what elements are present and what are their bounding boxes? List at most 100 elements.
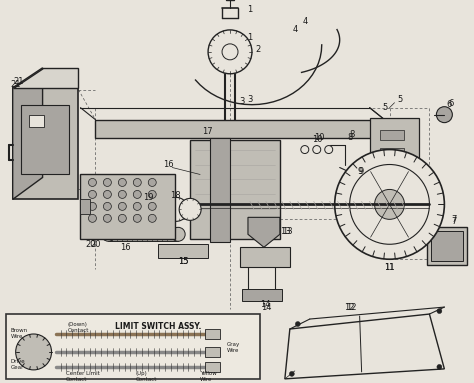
Circle shape [118, 214, 127, 222]
Circle shape [133, 202, 141, 210]
Text: 11: 11 [384, 263, 395, 272]
Circle shape [134, 195, 162, 223]
Circle shape [118, 190, 127, 198]
Circle shape [301, 146, 309, 154]
Text: Wire: Wire [227, 348, 239, 353]
Text: 3: 3 [247, 95, 253, 104]
Circle shape [133, 214, 141, 222]
Text: 15: 15 [178, 257, 188, 266]
Text: 4: 4 [302, 18, 308, 26]
Text: 14: 14 [260, 300, 270, 309]
Text: 9: 9 [359, 167, 364, 176]
Text: 2: 2 [255, 45, 261, 54]
Bar [6, 314, 260, 379]
Text: Brown: Brown [11, 328, 28, 333]
Text: 5: 5 [397, 95, 402, 104]
Circle shape [103, 214, 111, 222]
Bar [380, 165, 404, 175]
Circle shape [148, 202, 156, 210]
Text: 10: 10 [312, 135, 323, 144]
Text: 10: 10 [315, 133, 325, 142]
Text: Contact: Contact [65, 377, 87, 382]
Bar [380, 201, 404, 211]
Text: 18: 18 [170, 191, 181, 200]
Text: 13: 13 [283, 227, 293, 236]
Text: (Down): (Down) [67, 322, 87, 327]
Circle shape [101, 228, 115, 241]
Circle shape [222, 44, 238, 60]
Bar [95, 119, 384, 137]
Circle shape [335, 149, 445, 259]
Text: 1: 1 [247, 33, 253, 43]
Bar [380, 147, 404, 157]
Bar [380, 183, 404, 193]
Text: 21: 21 [10, 80, 21, 89]
Circle shape [148, 214, 156, 222]
Text: 12: 12 [345, 303, 355, 312]
Circle shape [118, 178, 127, 187]
Text: 15: 15 [178, 257, 188, 266]
Text: 7: 7 [452, 215, 457, 224]
Polygon shape [248, 217, 280, 247]
Text: 16: 16 [120, 243, 131, 252]
Circle shape [103, 178, 111, 187]
Text: 8: 8 [347, 133, 352, 142]
Circle shape [437, 364, 442, 369]
Text: 12: 12 [346, 303, 357, 312]
Text: 20: 20 [90, 240, 100, 249]
Bar [81, 175, 175, 239]
Text: Contact: Contact [67, 328, 89, 333]
Text: 13: 13 [281, 227, 291, 236]
Circle shape [89, 202, 96, 210]
Circle shape [313, 146, 321, 154]
Text: 8: 8 [349, 130, 355, 139]
Bar [21, 105, 69, 175]
Circle shape [133, 190, 141, 198]
Text: Wire: Wire [200, 377, 212, 382]
Circle shape [289, 372, 294, 376]
Text: 21: 21 [13, 77, 24, 86]
Text: Gray: Gray [227, 342, 240, 347]
Circle shape [89, 178, 96, 187]
Text: 20: 20 [85, 240, 96, 249]
Bar [205, 362, 220, 372]
Circle shape [16, 334, 52, 370]
Text: (Up): (Up) [135, 371, 147, 376]
Circle shape [325, 146, 333, 154]
Bar [81, 200, 91, 214]
Text: 19: 19 [143, 193, 154, 202]
Circle shape [89, 190, 96, 198]
Text: Contact: Contact [135, 377, 157, 382]
Polygon shape [370, 118, 419, 239]
Circle shape [437, 309, 442, 314]
Bar [190, 139, 280, 239]
Text: 9: 9 [357, 167, 362, 176]
Circle shape [89, 214, 96, 222]
Bar [242, 289, 282, 301]
Circle shape [164, 197, 188, 221]
Text: 14: 14 [261, 303, 271, 312]
Text: 17: 17 [202, 127, 212, 136]
Circle shape [350, 165, 429, 244]
Circle shape [118, 202, 127, 210]
Circle shape [149, 196, 175, 222]
Text: Yellow: Yellow [200, 371, 217, 376]
Circle shape [208, 30, 252, 74]
Text: 6: 6 [449, 99, 454, 108]
Bar [210, 137, 230, 242]
Text: 16: 16 [163, 160, 173, 169]
Text: 7: 7 [452, 217, 457, 226]
Circle shape [437, 107, 452, 123]
Text: 4: 4 [292, 25, 298, 34]
Polygon shape [13, 68, 79, 88]
Circle shape [103, 190, 111, 198]
Bar [380, 129, 404, 139]
Circle shape [295, 322, 301, 327]
Polygon shape [13, 68, 43, 200]
Text: Wire: Wire [11, 334, 23, 339]
Bar [109, 228, 178, 241]
Text: Center Limit: Center Limit [65, 371, 99, 376]
Text: 11: 11 [384, 263, 395, 272]
Text: 6: 6 [447, 100, 452, 109]
Bar [240, 247, 290, 267]
